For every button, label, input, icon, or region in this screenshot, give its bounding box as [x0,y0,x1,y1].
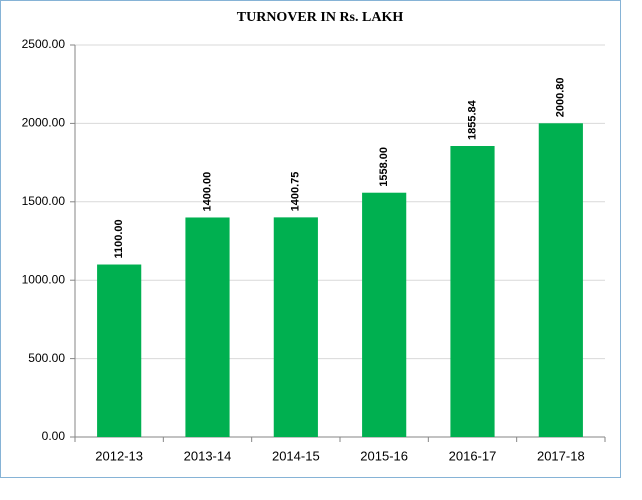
bar [185,217,230,437]
x-tick-label: 2014-15 [272,448,320,463]
x-tick-label: 2016-17 [449,448,497,463]
value-label: 1100.00 [113,219,125,258]
y-tick-label: 1000.00 [22,272,66,286]
value-label: 1400.00 [201,172,213,212]
value-label: 2000.80 [555,78,567,118]
value-label: 1558.00 [378,147,390,187]
value-label: 1400.75 [290,172,302,212]
bar [97,264,142,437]
bar [450,146,495,438]
bar [273,217,318,437]
x-tick-label: 2012-13 [95,448,143,463]
x-tick-label: 2015-16 [360,448,408,463]
bar [538,123,583,437]
value-label: 1855.84 [466,99,478,140]
y-tick-label: 2000.00 [22,116,66,130]
chart-title: TURNOVER IN Rs. LAKH [237,10,404,25]
bar [362,192,407,437]
y-tick-label: 2500.00 [22,37,66,51]
x-tick-label: 2017-18 [537,448,585,463]
y-tick-label: 500.00 [28,351,65,365]
y-tick-label: 1500.00 [22,194,66,208]
y-tick-label: 0.00 [42,429,66,443]
x-tick-label: 2013-14 [184,448,232,463]
